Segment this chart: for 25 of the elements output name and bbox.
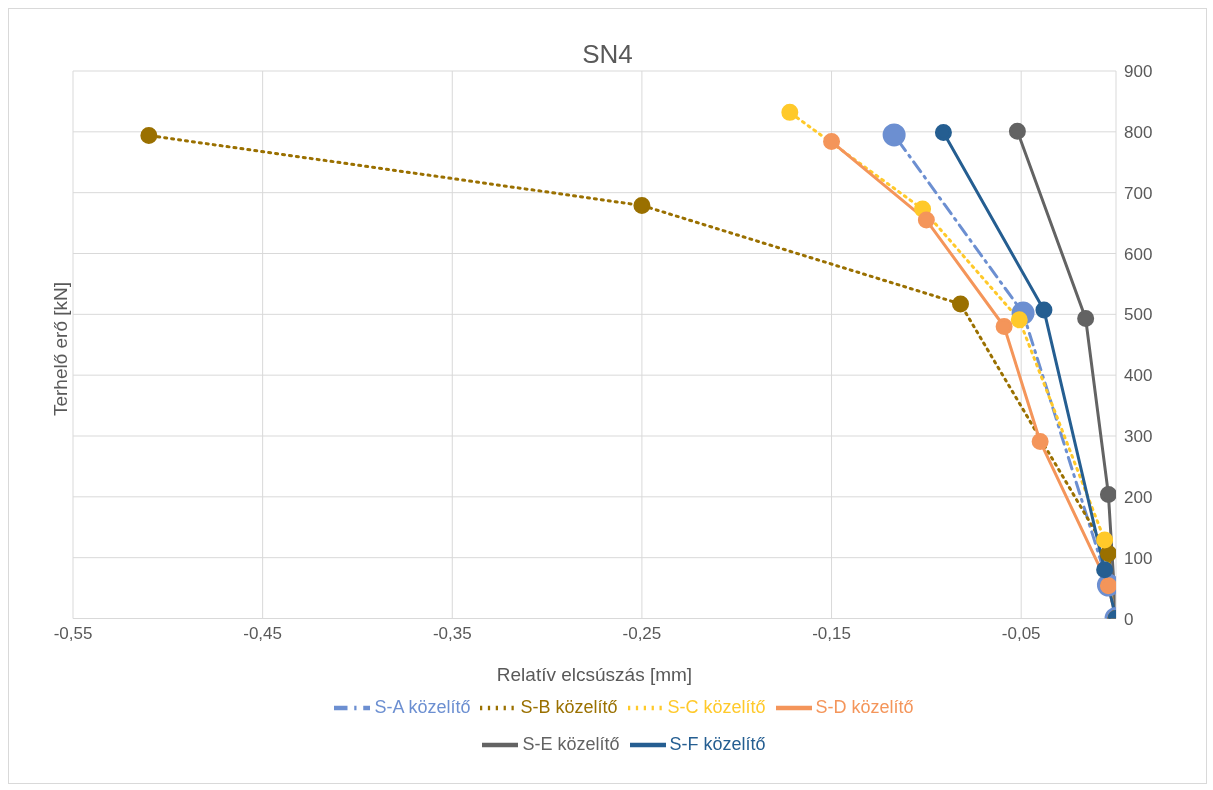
legend-label: S-B közelítő bbox=[520, 696, 618, 717]
y-axis-title: Terhelő erő [kN] bbox=[50, 281, 72, 417]
y-tick-label: 700 bbox=[1124, 183, 1153, 203]
x-tick-label: -0,15 bbox=[812, 623, 851, 643]
x-tick-label: -0,35 bbox=[432, 623, 472, 643]
chart-title: SN4 bbox=[582, 39, 633, 69]
x-tick-label: -0,25 bbox=[622, 623, 662, 643]
y-tick-label: 900 bbox=[1124, 62, 1153, 82]
legend-label: S-C közelítő bbox=[667, 696, 766, 717]
y-tick-label: 400 bbox=[1124, 366, 1153, 386]
y-tick-label: 600 bbox=[1124, 244, 1153, 264]
y-tick-label: 800 bbox=[1124, 122, 1153, 142]
legend-label: S-E közelítő bbox=[522, 733, 620, 754]
x-axis-title: Relatív elcsúszás [mm] bbox=[496, 663, 693, 685]
x-tick-label: -0,55 bbox=[53, 623, 93, 643]
x-tick-label: -0,45 bbox=[243, 623, 283, 643]
legend-label: S-F közelítő bbox=[669, 733, 766, 754]
x-tick-label: -0,05 bbox=[1001, 623, 1041, 643]
legend-label: S-A közelítő bbox=[374, 696, 471, 717]
y-tick-label: 500 bbox=[1124, 305, 1153, 325]
legend-label: S-D közelítő bbox=[815, 696, 914, 717]
y-tick-label: 0 bbox=[1124, 609, 1134, 629]
y-tick-label: 200 bbox=[1124, 487, 1153, 507]
y-tick-label: 300 bbox=[1124, 427, 1153, 447]
y-tick-label: 100 bbox=[1124, 548, 1153, 568]
